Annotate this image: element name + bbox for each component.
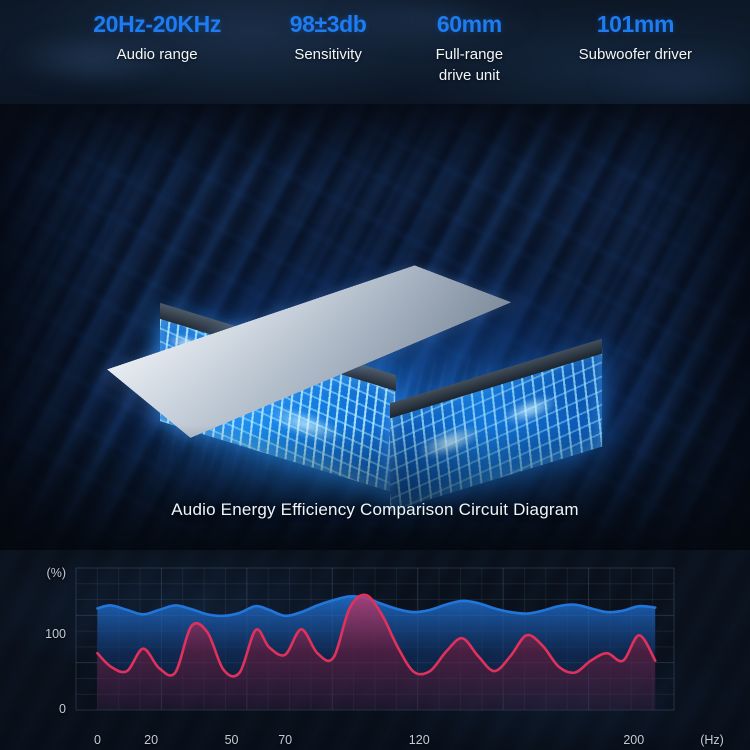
axis-tick-label: (%) — [46, 566, 66, 580]
spec-value-subwoofer-driver: 101mm — [596, 11, 675, 37]
spec-value-audio-range: 20Hz-20KHz — [93, 11, 221, 37]
spec-label-full-range-driver: Full-range drive unit — [435, 46, 504, 84]
spec-label-audio-range: Audio range — [116, 46, 198, 63]
spec-list: 20Hz-20KHz Audio range 98±3db Sensitivit… — [0, 0, 750, 104]
axis-tick-label: 0 — [59, 702, 66, 716]
axis-tick-label: 0 — [93, 733, 101, 747]
spec-item-audio-range: 20Hz-20KHz Audio range — [58, 10, 256, 65]
axis-tick-label: 20 — [144, 733, 159, 747]
spec-label-sensitivity: Sensitivity — [294, 46, 362, 63]
spec-value-sensitivity: 98±3db — [289, 11, 367, 37]
product-hero-image — [0, 104, 750, 550]
spec-item-full-range-driver: 60mm Full-range drive unit — [400, 10, 539, 86]
spec-label-subwoofer-driver: Subwoofer driver — [578, 46, 693, 63]
spec-value-full-range-driver: 60mm — [436, 11, 502, 37]
hero-vignette — [0, 104, 750, 550]
chart-caption: Audio Energy Efficiency Comparison Circu… — [171, 500, 579, 519]
axis-tick-label: 50 — [224, 733, 239, 747]
energy-efficiency-chart: (%) 0 100 0 20 50 70 120 200 (Hz) — [0, 550, 750, 750]
chart-canvas — [75, 567, 675, 711]
axis-tick-label: (Hz) — [700, 733, 724, 747]
axis-tick-label: 120 — [408, 733, 430, 747]
axis-tick-label: 200 — [623, 733, 645, 747]
spec-item-subwoofer-driver: 101mm Subwoofer driver — [539, 10, 732, 65]
spec-item-sensitivity: 98±3db Sensitivity — [256, 10, 400, 65]
axis-tick-label: 100 — [45, 627, 66, 642]
axis-tick-label: 70 — [278, 733, 293, 747]
spec-header-band: 20Hz-20KHz Audio range 98±3db Sensitivit… — [0, 0, 750, 104]
